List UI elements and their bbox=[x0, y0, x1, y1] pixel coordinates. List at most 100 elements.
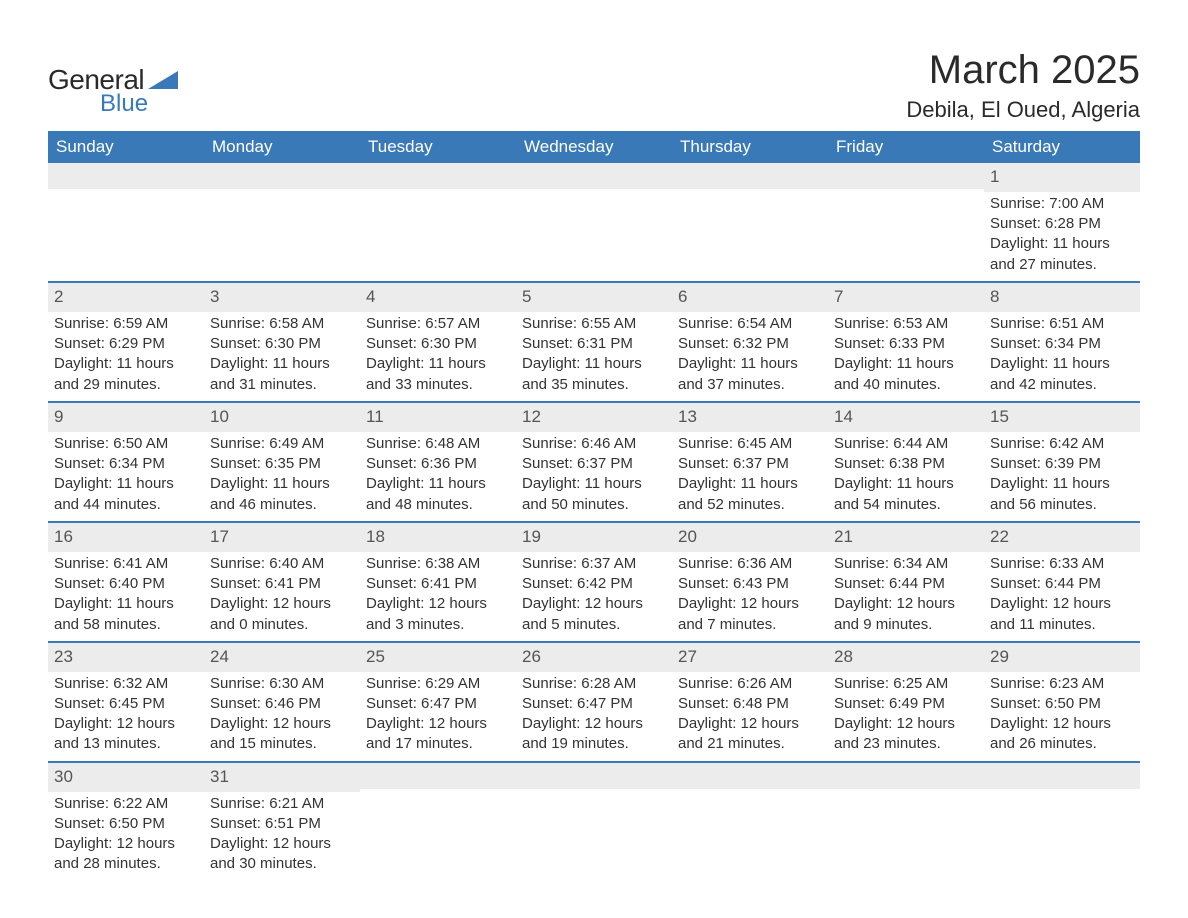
day-number: 24 bbox=[204, 643, 360, 672]
calendar: Sunday Monday Tuesday Wednesday Thursday… bbox=[48, 131, 1140, 881]
sunset-text: Sunset: 6:40 PM bbox=[54, 574, 198, 594]
logo: General Blue bbox=[48, 64, 178, 118]
sunset-text: Sunset: 6:44 PM bbox=[834, 574, 978, 594]
day-number: 12 bbox=[516, 403, 672, 432]
sunset-text: Sunset: 6:31 PM bbox=[522, 334, 666, 354]
logo-text-blue: Blue bbox=[100, 90, 178, 118]
calendar-cell: 3Sunrise: 6:58 AMSunset: 6:30 PMDaylight… bbox=[204, 283, 360, 401]
sunrise-text: Sunrise: 6:57 AM bbox=[366, 314, 510, 334]
sunrise-text: Sunrise: 6:38 AM bbox=[366, 554, 510, 574]
sunrise-text: Sunrise: 6:40 AM bbox=[210, 554, 354, 574]
sunset-text: Sunset: 6:51 PM bbox=[210, 814, 354, 834]
sunrise-text: Sunrise: 6:25 AM bbox=[834, 674, 978, 694]
day-number bbox=[672, 763, 828, 789]
calendar-cell: 27Sunrise: 6:26 AMSunset: 6:48 PMDayligh… bbox=[672, 643, 828, 761]
sunset-text: Sunset: 6:43 PM bbox=[678, 574, 822, 594]
calendar-cell: 29Sunrise: 6:23 AMSunset: 6:50 PMDayligh… bbox=[984, 643, 1140, 761]
sunset-text: Sunset: 6:32 PM bbox=[678, 334, 822, 354]
calendar-cell: 19Sunrise: 6:37 AMSunset: 6:42 PMDayligh… bbox=[516, 523, 672, 641]
cell-body: Sunrise: 6:40 AMSunset: 6:41 PMDaylight:… bbox=[204, 552, 360, 641]
cell-body: Sunrise: 6:57 AMSunset: 6:30 PMDaylight:… bbox=[360, 312, 516, 401]
sunset-text: Sunset: 6:46 PM bbox=[210, 694, 354, 714]
day-number bbox=[672, 163, 828, 189]
sunset-text: Sunset: 6:30 PM bbox=[210, 334, 354, 354]
cell-body: Sunrise: 6:44 AMSunset: 6:38 PMDaylight:… bbox=[828, 432, 984, 521]
cell-body: Sunrise: 6:50 AMSunset: 6:34 PMDaylight:… bbox=[48, 432, 204, 521]
sunrise-text: Sunrise: 6:30 AM bbox=[210, 674, 354, 694]
day-header: Thursday bbox=[672, 131, 828, 163]
day-header: Wednesday bbox=[516, 131, 672, 163]
calendar-cell: 24Sunrise: 6:30 AMSunset: 6:46 PMDayligh… bbox=[204, 643, 360, 761]
sunset-text: Sunset: 6:47 PM bbox=[366, 694, 510, 714]
dl1-text: Daylight: 11 hours bbox=[990, 474, 1134, 494]
day-number: 3 bbox=[204, 283, 360, 312]
sunset-text: Sunset: 6:33 PM bbox=[834, 334, 978, 354]
sunrise-text: Sunrise: 6:34 AM bbox=[834, 554, 978, 574]
sunset-text: Sunset: 6:30 PM bbox=[366, 334, 510, 354]
cell-body: Sunrise: 6:46 AMSunset: 6:37 PMDaylight:… bbox=[516, 432, 672, 521]
day-number: 25 bbox=[360, 643, 516, 672]
dl1-text: Daylight: 11 hours bbox=[990, 234, 1134, 254]
day-number: 23 bbox=[48, 643, 204, 672]
dl1-text: Daylight: 11 hours bbox=[366, 474, 510, 494]
cell-body: Sunrise: 6:23 AMSunset: 6:50 PMDaylight:… bbox=[984, 672, 1140, 761]
cell-body: Sunrise: 6:55 AMSunset: 6:31 PMDaylight:… bbox=[516, 312, 672, 401]
cell-body bbox=[984, 789, 1140, 797]
cell-body: Sunrise: 6:21 AMSunset: 6:51 PMDaylight:… bbox=[204, 792, 360, 881]
dl2-text: and 54 minutes. bbox=[834, 495, 978, 515]
dl1-text: Daylight: 12 hours bbox=[366, 594, 510, 614]
day-number: 4 bbox=[360, 283, 516, 312]
sunrise-text: Sunrise: 6:59 AM bbox=[54, 314, 198, 334]
dl1-text: Daylight: 11 hours bbox=[210, 474, 354, 494]
day-number: 1 bbox=[984, 163, 1140, 192]
day-number: 15 bbox=[984, 403, 1140, 432]
cell-body: Sunrise: 6:32 AMSunset: 6:45 PMDaylight:… bbox=[48, 672, 204, 761]
day-number bbox=[828, 163, 984, 189]
dl1-text: Daylight: 12 hours bbox=[678, 714, 822, 734]
dl1-text: Daylight: 11 hours bbox=[522, 474, 666, 494]
sunrise-text: Sunrise: 7:00 AM bbox=[990, 194, 1134, 214]
cell-body: Sunrise: 6:22 AMSunset: 6:50 PMDaylight:… bbox=[48, 792, 204, 881]
calendar-cell bbox=[672, 163, 828, 281]
dl1-text: Daylight: 12 hours bbox=[366, 714, 510, 734]
sunrise-text: Sunrise: 6:51 AM bbox=[990, 314, 1134, 334]
calendar-cell bbox=[516, 763, 672, 881]
week-row: 9Sunrise: 6:50 AMSunset: 6:34 PMDaylight… bbox=[48, 401, 1140, 521]
day-number: 8 bbox=[984, 283, 1140, 312]
day-number: 29 bbox=[984, 643, 1140, 672]
calendar-cell: 10Sunrise: 6:49 AMSunset: 6:35 PMDayligh… bbox=[204, 403, 360, 521]
day-header: Friday bbox=[828, 131, 984, 163]
day-number: 16 bbox=[48, 523, 204, 552]
day-number: 31 bbox=[204, 763, 360, 792]
dl2-text: and 42 minutes. bbox=[990, 375, 1134, 395]
cell-body: Sunrise: 6:34 AMSunset: 6:44 PMDaylight:… bbox=[828, 552, 984, 641]
dl2-text: and 40 minutes. bbox=[834, 375, 978, 395]
day-number: 2 bbox=[48, 283, 204, 312]
calendar-cell: 2Sunrise: 6:59 AMSunset: 6:29 PMDaylight… bbox=[48, 283, 204, 401]
cell-body bbox=[204, 189, 360, 197]
cell-body: Sunrise: 6:25 AMSunset: 6:49 PMDaylight:… bbox=[828, 672, 984, 761]
day-number: 5 bbox=[516, 283, 672, 312]
calendar-cell: 11Sunrise: 6:48 AMSunset: 6:36 PMDayligh… bbox=[360, 403, 516, 521]
sunrise-text: Sunrise: 6:28 AM bbox=[522, 674, 666, 694]
dl2-text: and 27 minutes. bbox=[990, 255, 1134, 275]
calendar-cell: 8Sunrise: 6:51 AMSunset: 6:34 PMDaylight… bbox=[984, 283, 1140, 401]
dl1-text: Daylight: 11 hours bbox=[54, 594, 198, 614]
dl1-text: Daylight: 11 hours bbox=[678, 354, 822, 374]
cell-body bbox=[360, 189, 516, 197]
day-number: 22 bbox=[984, 523, 1140, 552]
cell-body: Sunrise: 6:26 AMSunset: 6:48 PMDaylight:… bbox=[672, 672, 828, 761]
dl1-text: Daylight: 11 hours bbox=[678, 474, 822, 494]
dl2-text: and 7 minutes. bbox=[678, 615, 822, 635]
cell-body: Sunrise: 6:36 AMSunset: 6:43 PMDaylight:… bbox=[672, 552, 828, 641]
sunrise-text: Sunrise: 6:53 AM bbox=[834, 314, 978, 334]
sunset-text: Sunset: 6:50 PM bbox=[990, 694, 1134, 714]
dl1-text: Daylight: 12 hours bbox=[210, 594, 354, 614]
day-number: 21 bbox=[828, 523, 984, 552]
day-number: 27 bbox=[672, 643, 828, 672]
sunrise-text: Sunrise: 6:32 AM bbox=[54, 674, 198, 694]
sunset-text: Sunset: 6:49 PM bbox=[834, 694, 978, 714]
sunrise-text: Sunrise: 6:42 AM bbox=[990, 434, 1134, 454]
dl2-text: and 15 minutes. bbox=[210, 734, 354, 754]
sunrise-text: Sunrise: 6:33 AM bbox=[990, 554, 1134, 574]
